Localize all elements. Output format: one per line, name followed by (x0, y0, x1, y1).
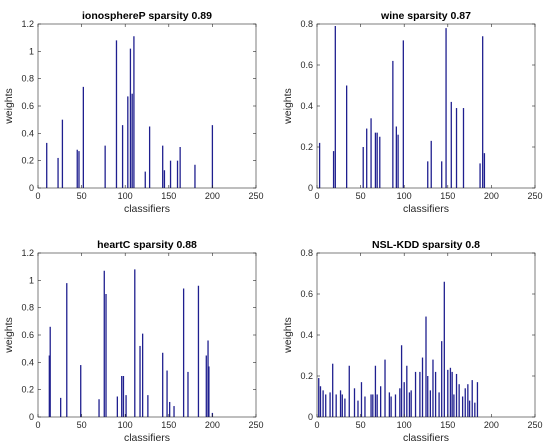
x-tick-label: 50 (356, 191, 366, 201)
x-tick-label: 250 (248, 420, 263, 430)
x-tick-label: 250 (527, 191, 542, 201)
y-tick-label: 0.4 (21, 357, 34, 367)
x-tick-label: 0 (314, 420, 319, 430)
chart-title: wine sparsity 0.87 (380, 10, 471, 22)
y-tick-label: 0.2 (21, 156, 34, 166)
x-tick-label: 150 (440, 191, 455, 201)
x-axis-label: classifiers (403, 203, 449, 215)
x-tick-label: 0 (35, 191, 40, 201)
x-tick-label: 150 (161, 191, 176, 201)
y-tick-label: 0.6 (21, 101, 34, 111)
y-tick-label: 0.4 (21, 128, 34, 138)
x-tick-label: 200 (205, 191, 220, 201)
axes-frame (316, 23, 536, 189)
x-tick-label: 100 (118, 420, 133, 430)
y-tick-label: 0.6 (300, 60, 313, 70)
x-tick-label: 200 (484, 191, 499, 201)
x-tick-label: 100 (118, 191, 133, 201)
axes-frame (37, 23, 257, 189)
y-tick-label: 0.8 (300, 19, 313, 29)
x-tick-label: 50 (77, 191, 87, 201)
y-axis-label: weights (3, 317, 15, 354)
y-tick-label: 0.2 (300, 142, 313, 152)
y-tick-label: 0.4 (300, 330, 313, 340)
subplot-ionosphereP: 0 50 100 150 200 250 0 0.2 0.4 0.6 0.8 1 1.2 ionosphe… (3, 10, 264, 215)
x-tick-label: 250 (527, 420, 542, 430)
x-tick-label: 50 (77, 420, 87, 430)
y-axis-label: weights (282, 88, 294, 125)
x-axis-label: classifiers (124, 203, 170, 215)
chart-title: NSL-KDD sparsity 0.8 (372, 239, 480, 251)
x-tick-label: 100 (397, 420, 412, 430)
subplot-heartC: 0 50 100 150 200 250 0 0.2 0.4 0.6 0.8 1 1.2 heartC s… (3, 239, 264, 444)
x-tick-label: 50 (356, 420, 366, 430)
y-tick-label: 0.8 (300, 248, 313, 258)
y-tick-label: 0 (29, 412, 34, 422)
y-tick-label: 0.4 (300, 101, 313, 111)
x-tick-label: 0 (314, 191, 319, 201)
y-tick-label: 0.6 (300, 289, 313, 299)
subplot-nsl-kdd: 0 50 100 150 200 250 0 0.2 0.4 0.6 0.8 NSL-KDD spar… (282, 239, 543, 444)
y-tick-label: 0 (308, 183, 313, 193)
subplot-wine: 0 50 100 150 200 250 0 0.2 0.4 0.6 0.8 wine sparsit… (282, 10, 543, 215)
axes-frame (37, 252, 257, 418)
x-tick-label: 200 (484, 420, 499, 430)
y-tick-label: 0 (29, 183, 34, 193)
x-tick-label: 100 (397, 191, 412, 201)
y-axis-label: weights (282, 317, 294, 354)
y-tick-label: 1.2 (21, 248, 34, 258)
y-tick-label: 0.2 (300, 371, 313, 381)
y-tick-label: 0.2 (21, 385, 34, 395)
y-axis-label: weights (3, 88, 15, 125)
y-tick-label: 0 (308, 412, 313, 422)
chart-title: ionosphereP sparsity 0.89 (82, 10, 212, 22)
x-tick-label: 200 (205, 420, 220, 430)
x-tick-label: 150 (440, 420, 455, 430)
x-tick-label: 0 (35, 420, 40, 430)
x-axis-label: classifiers (403, 432, 449, 444)
x-tick-label: 250 (248, 191, 263, 201)
y-tick-label: 0.8 (21, 303, 34, 313)
y-tick-label: 1 (29, 46, 34, 56)
y-tick-label: 1.2 (21, 19, 34, 29)
y-tick-label: 1 (29, 275, 34, 285)
x-tick-label: 150 (161, 420, 176, 430)
x-axis-label: classifiers (124, 432, 170, 444)
y-tick-label: 0.8 (21, 74, 34, 84)
y-tick-label: 0.6 (21, 330, 34, 340)
chart-title: heartC sparsity 0.88 (97, 239, 197, 251)
